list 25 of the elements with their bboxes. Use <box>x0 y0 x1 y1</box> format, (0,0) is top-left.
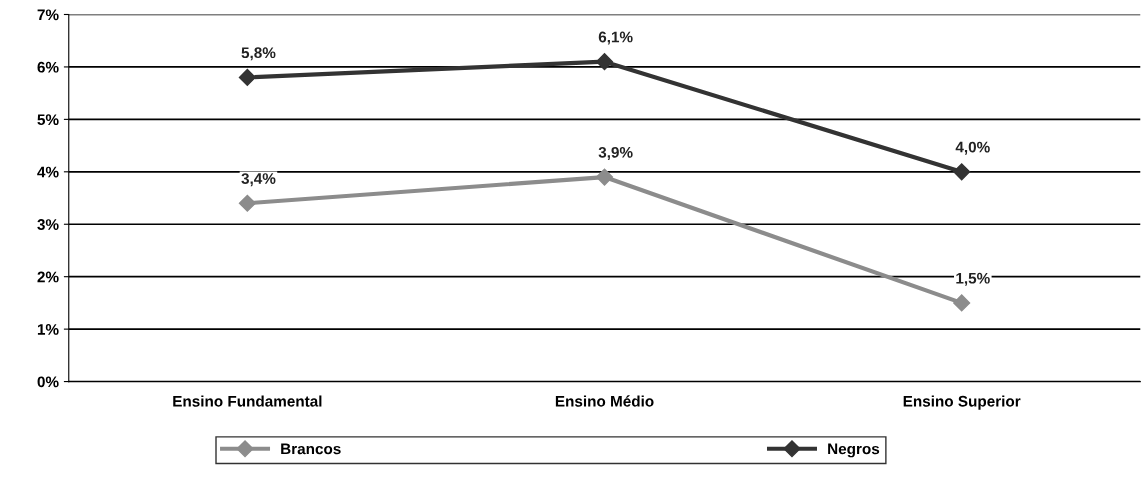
y-tick-label: 4% <box>37 166 59 178</box>
point <box>953 294 971 312</box>
y-tick-label: 6% <box>37 61 59 73</box>
y-tick-label: 0% <box>37 376 59 388</box>
data-label: 5,8% <box>241 47 276 61</box>
point <box>238 68 256 86</box>
data-label: 4,0% <box>955 141 990 155</box>
legend-label: Brancos <box>281 443 341 455</box>
data-label: 3,9% <box>598 146 633 160</box>
point <box>953 163 971 181</box>
x-tick-label: Ensino Superior <box>903 395 1021 410</box>
y-tick-label: 2% <box>37 271 59 283</box>
point <box>595 168 614 186</box>
y-tick-label: 5% <box>37 114 59 126</box>
y-tick-label: 3% <box>37 219 59 230</box>
point <box>595 53 614 71</box>
y-tick-label: 7% <box>37 9 59 21</box>
data-label: 3,4% <box>241 173 276 187</box>
y-tick-label: 1% <box>37 324 59 335</box>
legend-label: Negros <box>828 443 880 458</box>
point <box>238 194 256 212</box>
data-label: 1,5% <box>956 272 990 286</box>
x-tick-label: Ensino Fundamental <box>173 395 322 407</box>
data-label: 6,1% <box>598 31 633 45</box>
x-tick-label: Ensino Médio <box>555 395 654 407</box>
